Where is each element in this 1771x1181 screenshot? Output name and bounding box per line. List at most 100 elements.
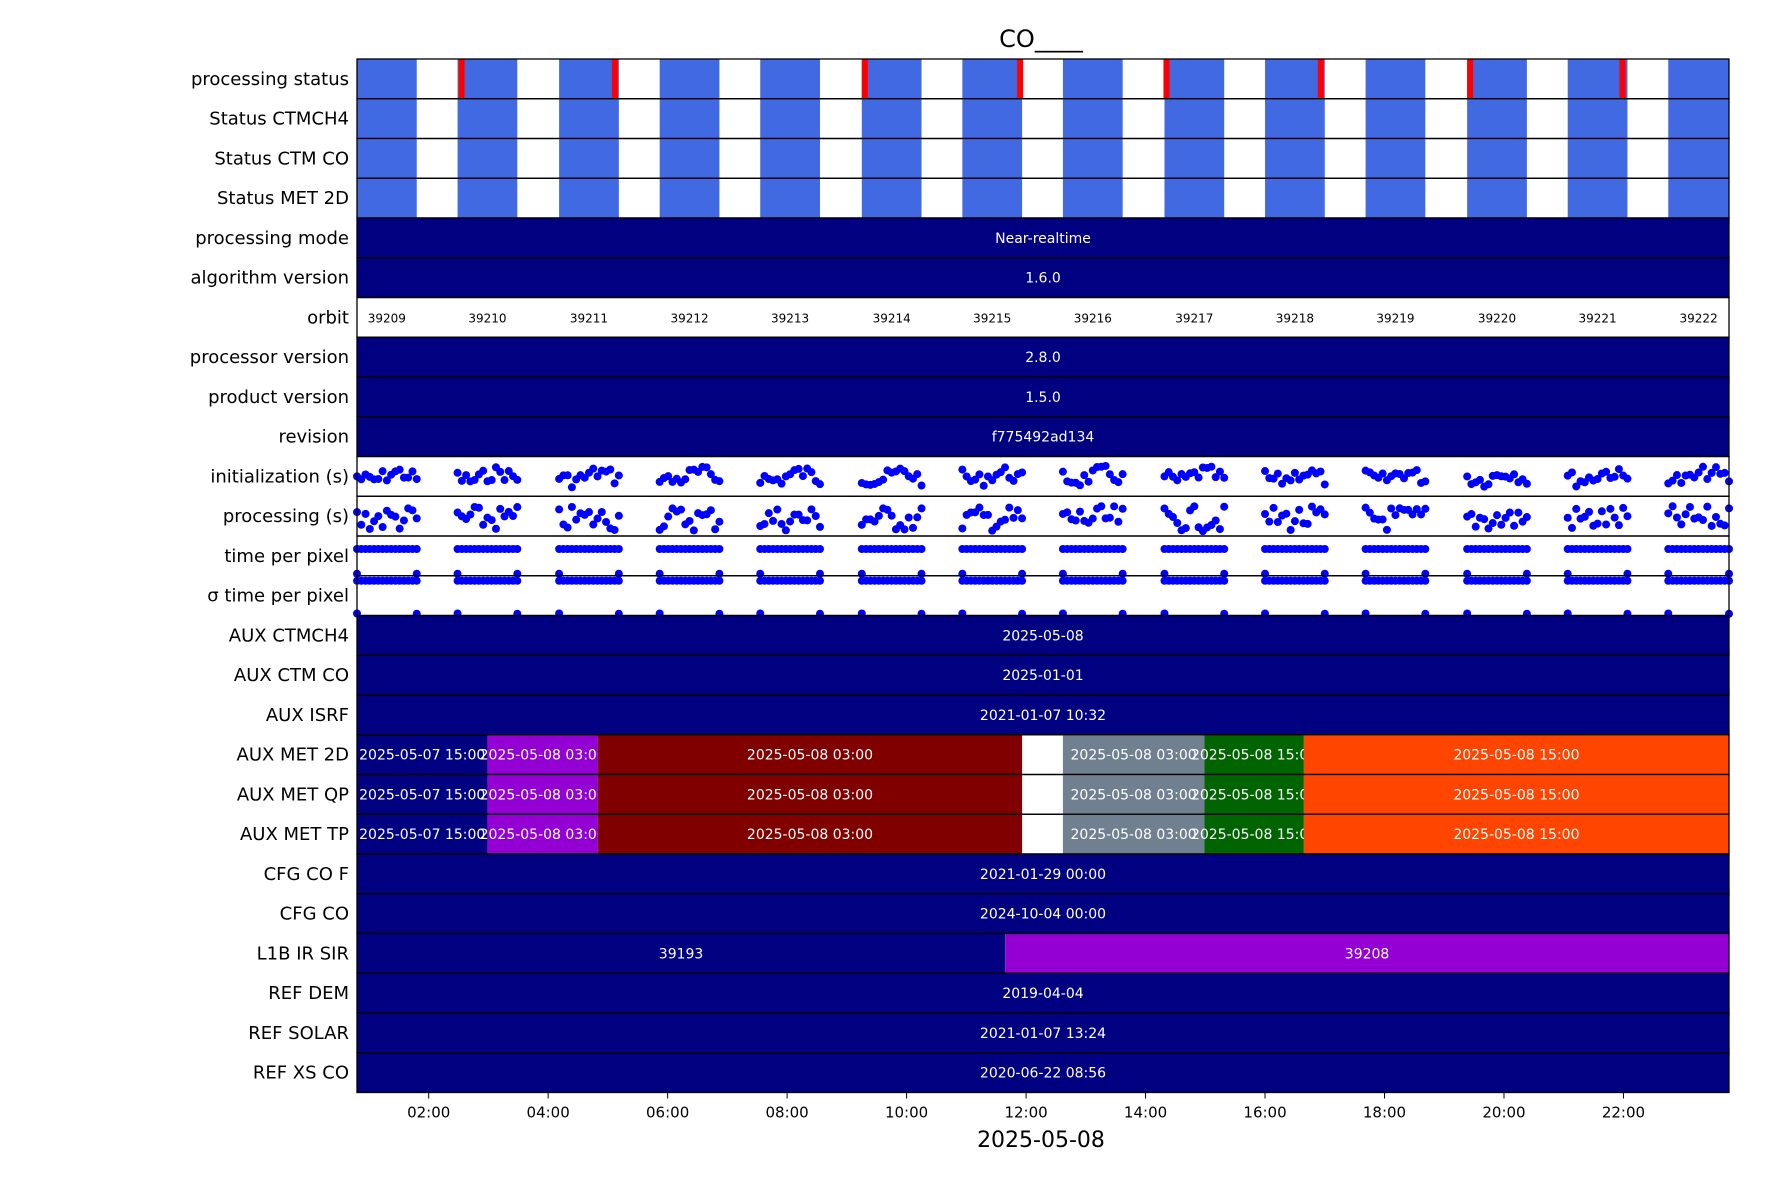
data-point xyxy=(786,517,795,526)
row-label: processor version xyxy=(190,347,349,368)
data-point xyxy=(760,519,769,528)
status-bar xyxy=(760,138,820,179)
status-bar xyxy=(559,98,619,139)
data-point xyxy=(715,569,724,578)
x-tick-label: 02:00 xyxy=(407,1104,450,1122)
data-point xyxy=(756,569,765,578)
data-point xyxy=(811,512,820,521)
segment-label: 2025-05-08 03:00 xyxy=(480,827,606,843)
data-point xyxy=(1097,502,1106,511)
data-point xyxy=(567,483,576,492)
data-point xyxy=(1320,480,1329,489)
x-tick-label: 14:00 xyxy=(1124,1104,1167,1122)
data-point xyxy=(1320,576,1329,585)
data-point xyxy=(1677,478,1686,487)
status-bar xyxy=(559,59,619,99)
data-point xyxy=(1169,513,1178,522)
status-bar xyxy=(760,98,820,139)
data-point xyxy=(1668,476,1677,485)
data-point xyxy=(1514,508,1523,517)
data-point xyxy=(1698,462,1707,471)
data-point xyxy=(1190,502,1199,511)
row-label: Status MET 2D xyxy=(217,188,349,209)
data-point xyxy=(1173,476,1182,485)
orbit-label: 39222 xyxy=(1680,311,1718,325)
status-bar xyxy=(1467,98,1527,139)
segment-label: 2025-05-07 15:00 xyxy=(359,827,485,843)
segment-label: 2020-06-22 08:56 xyxy=(980,1066,1106,1082)
data-point xyxy=(1563,569,1572,578)
data-point xyxy=(479,466,488,475)
data-point xyxy=(391,512,400,521)
data-point xyxy=(1316,467,1325,476)
status-bar xyxy=(1164,178,1225,218)
data-point xyxy=(798,472,807,481)
chart-row: processing status xyxy=(191,58,1730,100)
status-bar xyxy=(1467,138,1527,179)
segment-label: 2025-05-08 03:00 xyxy=(747,787,873,803)
data-point xyxy=(706,470,715,479)
data-point xyxy=(509,512,518,521)
data-point xyxy=(597,507,606,516)
segment-bar xyxy=(487,734,598,775)
data-point xyxy=(1488,519,1497,528)
data-point xyxy=(655,569,664,578)
row-frame xyxy=(356,535,1730,577)
data-point xyxy=(1421,504,1430,513)
data-point xyxy=(958,569,967,578)
chart-row: processing (s) xyxy=(223,495,1733,537)
data-point xyxy=(1211,516,1220,525)
data-point xyxy=(1320,545,1329,553)
status-error-mark xyxy=(611,59,618,99)
data-point xyxy=(1391,511,1400,520)
data-point xyxy=(1593,475,1602,484)
status-bar xyxy=(1062,98,1123,139)
data-point xyxy=(1207,462,1216,471)
data-point xyxy=(1005,503,1014,512)
data-point xyxy=(1303,519,1312,528)
data-point xyxy=(1698,515,1707,524)
data-point xyxy=(1215,525,1224,534)
status-bar xyxy=(1164,59,1225,99)
data-point xyxy=(857,520,866,529)
data-point xyxy=(614,511,623,520)
segment-label: 2025-05-08 03:00 xyxy=(747,827,873,843)
segment-label: 2021-01-07 13:24 xyxy=(980,1026,1106,1042)
data-point xyxy=(602,517,611,526)
status-bar xyxy=(357,98,417,139)
data-point xyxy=(1220,576,1229,585)
data-point xyxy=(1623,569,1632,578)
chart-row: orbit 39209 39210 39211 39212 39213 39214 39215… xyxy=(307,296,1730,338)
data-point xyxy=(1118,545,1127,553)
x-tick-label: 20:00 xyxy=(1482,1104,1525,1122)
data-point xyxy=(1220,545,1229,553)
chart-row: time per pixel xyxy=(224,535,1733,578)
data-point xyxy=(1585,507,1594,516)
data-point xyxy=(610,479,619,488)
segment-label: 2025-05-08 03:00 xyxy=(1071,827,1197,843)
status-bar xyxy=(1668,59,1729,99)
orbit-label: 39221 xyxy=(1578,311,1616,325)
orbit-label: 39212 xyxy=(670,311,708,325)
data-point xyxy=(1001,463,1010,472)
segment-label: 2025-05-08 03:00 xyxy=(480,748,606,764)
status-bar xyxy=(659,138,720,179)
segment-bar xyxy=(357,734,488,775)
data-point xyxy=(378,467,387,476)
segment-bar xyxy=(1062,774,1205,815)
data-point xyxy=(1215,467,1224,476)
data-point xyxy=(1320,569,1329,578)
row-label: algorithm version xyxy=(190,268,349,289)
segment-bar xyxy=(357,973,1729,1013)
x-tick-label: 12:00 xyxy=(1004,1104,1047,1122)
data-point xyxy=(1118,470,1127,479)
data-point xyxy=(1160,504,1169,513)
row-label: processing (s) xyxy=(223,506,349,527)
segment-bar xyxy=(357,377,1729,417)
status-bar xyxy=(1567,138,1628,179)
data-point xyxy=(689,526,698,535)
chart-row: REF SOLAR 2021-01-07 13:24 xyxy=(248,1012,1730,1054)
segment-bar xyxy=(357,854,1729,894)
segment-label: 2025-05-08 03:00 xyxy=(1071,787,1197,803)
